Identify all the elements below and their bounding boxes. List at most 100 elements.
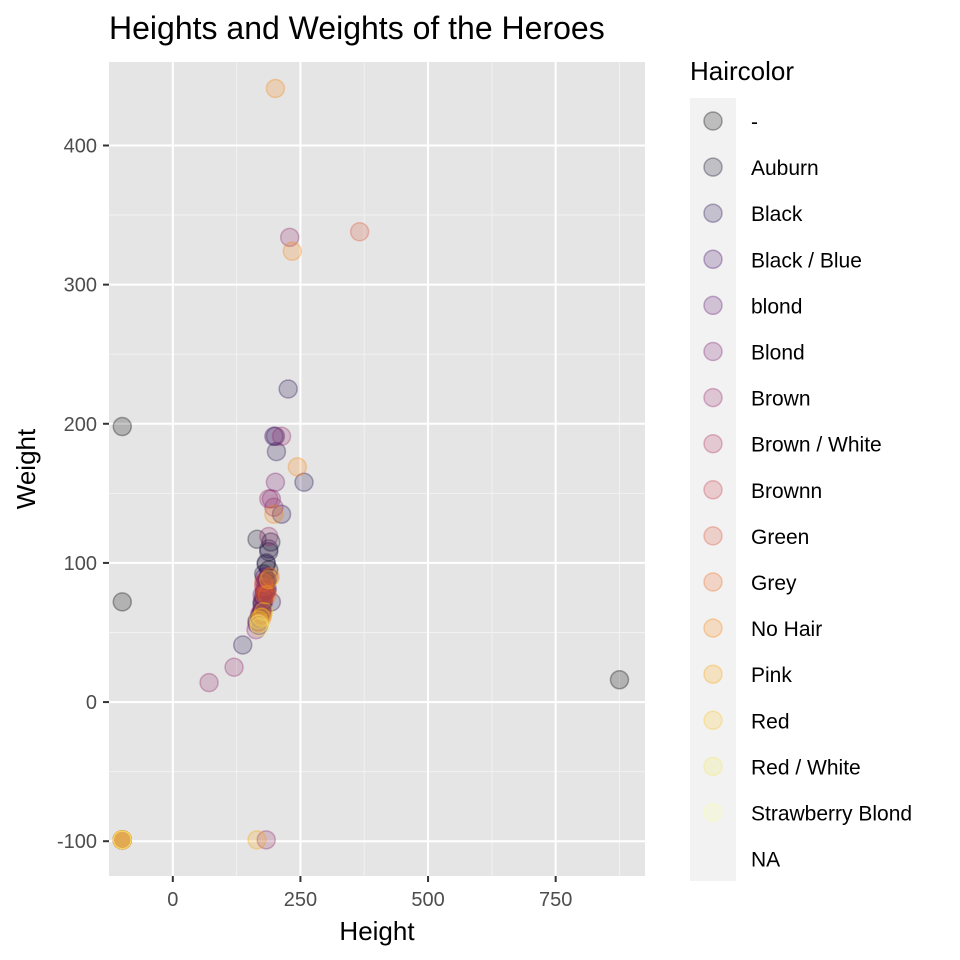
chart-title: Heights and Weights of the Heroes [109,10,605,46]
data-point [249,617,270,637]
data-point [256,582,276,602]
y-tick-label: 300 [64,275,97,297]
data-point [252,604,272,625]
legend: Haircolor - Auburn Black Black / Blue blond B… [690,56,912,881]
data-point [232,635,253,655]
data-point [252,607,272,627]
data-point [271,426,292,447]
data-point [279,227,300,248]
x-axis-title: Height [339,916,415,946]
data-point [199,672,219,693]
data-point [112,830,133,850]
data-point [259,567,279,587]
data-point [253,601,274,622]
data-point [259,526,279,547]
data-point [112,830,133,850]
data-point [112,830,133,850]
data-point [224,657,244,678]
data-point [112,830,133,850]
legend-label: Strawberry Blond [751,803,912,826]
x-tick-label: 250 [284,889,317,911]
data-point [253,592,274,612]
data-point [253,586,274,607]
x-axis: 0 250 500 750 [167,876,572,911]
data-point [609,670,630,690]
legend-key [703,756,723,777]
data-point [254,582,275,602]
data-point [264,497,284,518]
data-point [265,472,286,492]
major-gridlines [109,62,645,876]
legend-key [703,111,723,131]
data-point [112,830,133,850]
data-point [257,585,277,605]
data-point [112,830,133,850]
data-point [294,472,314,492]
data-point [256,554,276,575]
data-point [112,592,133,612]
data-point [253,564,274,584]
legend-key [703,618,723,638]
legend-key [703,480,723,500]
y-axis-title: Weight [11,428,41,509]
data-point [247,614,267,634]
legend-key [703,249,723,270]
legend-label: Grey [751,572,797,595]
data-point [249,607,270,627]
data-point [253,572,274,593]
data-point [266,441,287,462]
y-axis: -100 0 100 200 300 400 [57,135,109,853]
data-point [256,830,276,850]
data-point [246,619,266,640]
data-point [112,830,133,850]
data-point [259,542,279,562]
y-tick-label: 100 [64,553,97,575]
data-point [112,416,133,437]
legend-label: Brown / White [751,434,882,457]
legend-label: Brown [751,388,811,411]
data-point [256,572,276,593]
x-tick-label: 500 [411,889,444,911]
legend-label: Pink [751,664,792,687]
data-point [112,830,133,850]
legend-label: Black [751,203,803,226]
data-point [112,830,133,850]
x-tick-label: 0 [167,889,178,911]
data-point [252,592,272,612]
data-point [256,581,276,601]
data-point [251,607,271,627]
legend-key [703,295,723,316]
legend-key [703,664,723,684]
data-point [112,830,133,850]
data-point [264,426,284,447]
legend-label: Blond [751,342,805,365]
data-point [252,585,272,605]
data-point [251,601,271,622]
legend-key [703,526,723,546]
data-point [256,553,276,573]
data-point [112,830,133,850]
legend-label: Green [751,526,809,549]
data-point [248,613,269,633]
y-tick-label: 200 [64,414,97,436]
data-points [112,78,630,850]
data-point [261,489,282,509]
legend-label: - [751,111,758,134]
legend-title: Haircolor [690,56,794,86]
data-point [254,579,275,600]
data-point [265,78,286,99]
data-point [287,457,308,477]
y-tick-label: 400 [64,135,97,157]
plot-panel [109,62,645,876]
data-point [254,583,275,604]
x-tick-label: 750 [539,889,572,911]
data-point [259,539,279,559]
legend-items: - Auburn Black Black / Blue blond Blond Brown B… [703,111,912,872]
data-point [253,589,274,609]
legend-label: Auburn [751,157,819,180]
legend-label: Black / Blue [751,249,862,272]
data-point [271,504,292,524]
minor-gridlines [109,62,645,876]
